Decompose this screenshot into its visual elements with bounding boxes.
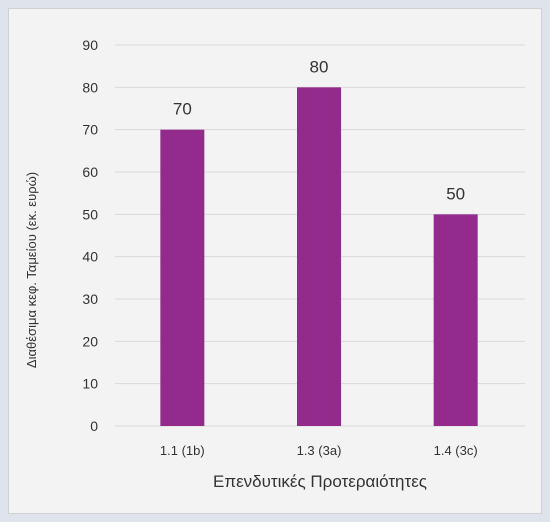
y-axis-ticks: 0 10 20 30 40 50 60 70 80 90 (82, 37, 98, 434)
bar (160, 129, 205, 426)
y-tick-label: 80 (82, 79, 98, 95)
bars (160, 87, 478, 426)
y-tick-label: 50 (82, 206, 98, 222)
y-tick-label: 70 (82, 122, 98, 138)
x-tick-label: 1.1 (1b) (160, 443, 205, 458)
data-label: 70 (173, 100, 192, 119)
y-tick-label: 10 (82, 376, 98, 392)
y-tick-label: 30 (82, 291, 98, 307)
y-tick-label: 90 (82, 37, 98, 53)
y-tick-label: 60 (82, 164, 98, 180)
x-axis-label: Επενδυτικές Προτεραιότητες (213, 472, 427, 491)
data-labels: 70 80 50 (173, 57, 465, 203)
y-axis-label: Διαθέσιμα κεφ. Ταμείου (εκ. ευρώ) (24, 172, 39, 368)
x-axis-ticks: 1.1 (1b) 1.3 (3a) 1.4 (3c) (160, 443, 478, 458)
data-label: 80 (310, 57, 329, 76)
y-tick-label: 0 (90, 418, 98, 434)
bar (433, 214, 478, 426)
bar (297, 87, 341, 426)
y-tick-label: 40 (82, 249, 98, 265)
x-tick-label: 1.3 (3a) (297, 443, 342, 458)
y-tick-label: 20 (82, 333, 98, 349)
data-label: 50 (446, 184, 465, 203)
x-tick-label: 1.4 (3c) (434, 443, 478, 458)
